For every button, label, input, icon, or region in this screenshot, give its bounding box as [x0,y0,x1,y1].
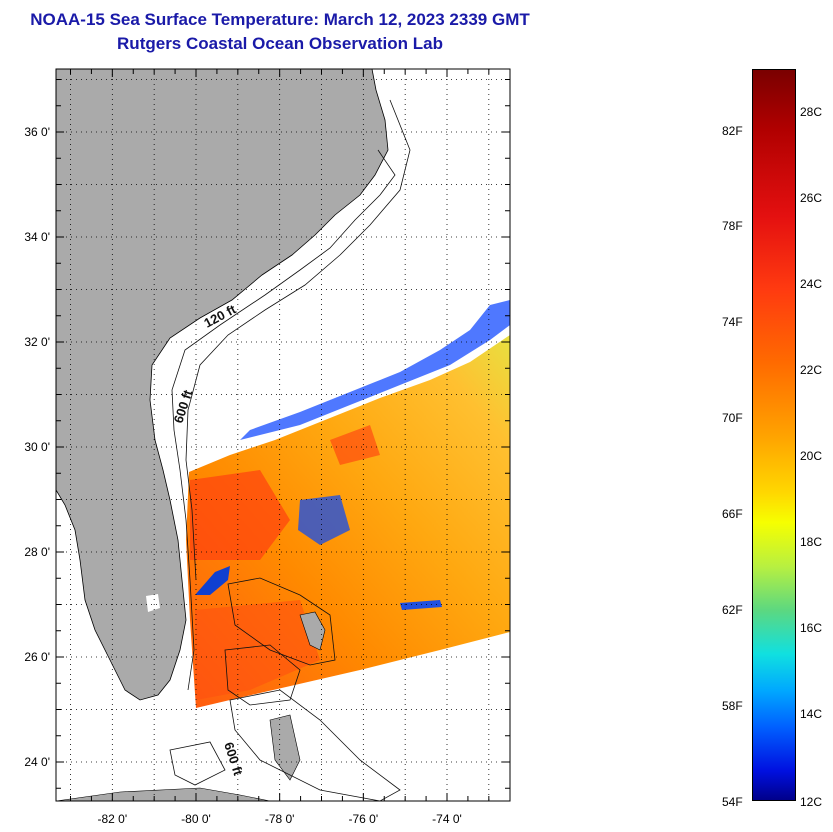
lon-tick-label: -82 0' [98,812,128,826]
land-bahamas-abaco [299,611,326,651]
cold-eddy [298,495,350,545]
lat-tick-label: 26 0' [24,650,50,664]
contour-label-600ft: 600 ft [171,387,196,425]
cold-eddy-gulfstream [195,566,230,595]
warm-patch [190,470,290,560]
contour-bahamas [227,577,336,666]
colorbar-label-f: 58F [722,699,743,713]
colorbar-label-c: 20C [800,449,823,463]
map-subtitle: Rutgers Coastal Ocean Observation Lab [117,34,443,53]
map-tick-labels: 36 0' 34 0' 32 0' 30 0' 28 0' 26 0' 24 0' -82 0… [24,125,461,826]
colorbar-label-c: 12C [800,795,823,809]
map-frame [55,68,511,802]
cold-streak [400,600,442,610]
colorbar-label-c: 28C [800,105,823,119]
colorbar-label-f: 70F [722,411,743,425]
colorbar-label-f: 82F [722,124,743,138]
lat-tick-label: 34 0' [24,230,50,244]
warm-patch-south [195,600,320,700]
map-grid [56,69,510,801]
contour-label-600ft-south: 600 ft [221,740,246,778]
colorbar-label-f: 78F [722,219,743,233]
contour-cay-sal [169,741,226,786]
contour-600ft [185,99,411,581]
colorbar-label-c: 22C [800,363,823,377]
lon-tick-label: -76 0' [349,812,379,826]
colorbar [752,69,796,801]
lat-tick-label: 36 0' [24,125,50,139]
colorbar-label-c: 16C [800,621,823,635]
colorbar-label-f: 62F [722,603,743,617]
colorbar-label-f: 54F [722,795,743,809]
lake-okeechobee [146,594,160,612]
map-ticks [56,69,510,801]
colorbar-label-c: 26C [800,191,823,205]
map-title: NOAA-15 Sea Surface Temperature: March 1… [30,10,530,29]
cold-fringe [240,300,510,440]
contour-120ft [171,149,396,691]
lat-tick-label: 30 0' [24,440,50,454]
colorbar-label-c: 14C [800,707,823,721]
lon-tick-label: -78 0' [265,812,295,826]
lat-tick-label: 32 0' [24,335,50,349]
land-bahamas-andros [269,714,301,781]
colorbar-label-f: 66F [722,507,743,521]
colorbar-label-c: 18C [800,535,823,549]
lat-tick-label: 24 0' [24,755,50,769]
lat-tick-label: 28 0' [24,545,50,559]
contour-bahamas-south [224,644,301,706]
contour-great-bahama-bank [229,689,401,801]
land-mainland [56,69,389,701]
colorbar-label-f: 74F [722,315,743,329]
lon-tick-label: -74 0' [432,812,462,826]
colorbar-label-c: 24C [800,277,823,291]
warm-streak [330,425,380,465]
lon-tick-label: -80 0' [181,812,211,826]
